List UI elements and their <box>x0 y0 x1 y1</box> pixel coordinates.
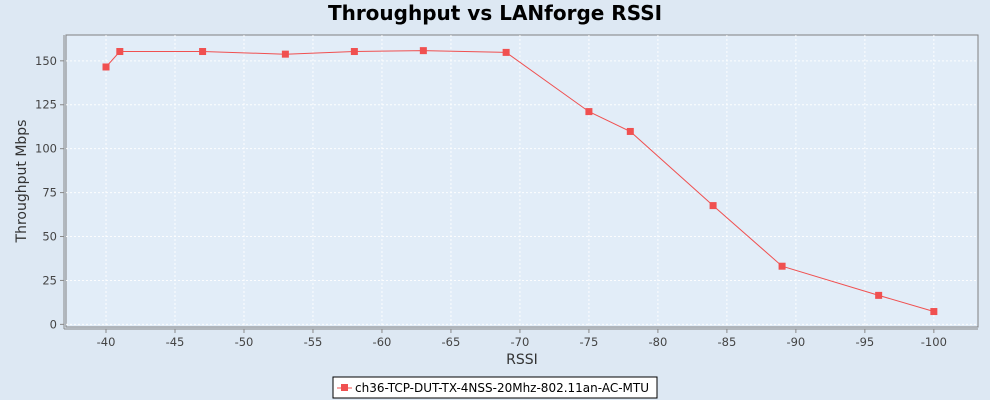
data-point <box>419 47 427 55</box>
legend-box <box>332 376 658 399</box>
x-tick-label: -75 <box>580 335 599 349</box>
y-tick-label: 125 <box>35 98 57 112</box>
data-point <box>930 308 938 316</box>
x-tick-label: -50 <box>235 335 254 349</box>
x-tick-label: -85 <box>717 335 736 349</box>
x-axis-title: RSSI <box>506 352 538 368</box>
x-tick-label: -70 <box>511 335 530 349</box>
legend: ch36-TCP-DUT-TX-4NSS-20Mhz-802.11an-AC-M… <box>332 376 658 399</box>
legend-label: ch36-TCP-DUT-TX-4NSS-20Mhz-802.11an-AC-M… <box>355 381 649 395</box>
data-point <box>709 202 717 210</box>
x-axis-ticks: -40 -45 -50 -55 -60 -65 -70 -75 -80 -85 -90 -95 -100 <box>97 329 947 349</box>
y-tick-label: 150 <box>35 54 57 68</box>
y-axis-title: Throughput Mbps <box>14 120 30 244</box>
x-tick-label: -80 <box>649 335 668 349</box>
data-point <box>102 63 110 71</box>
x-tick-label: -90 <box>786 335 805 349</box>
data-point <box>281 50 289 58</box>
x-tick-label: -45 <box>166 335 185 349</box>
data-point <box>199 48 207 56</box>
x-tick-label: -55 <box>304 335 323 349</box>
y-tick-label: 50 <box>42 230 57 244</box>
data-point <box>502 48 510 56</box>
data-point <box>778 262 786 270</box>
x-tick-label: -100 <box>921 335 947 349</box>
data-point <box>585 108 593 116</box>
grid-lines <box>66 35 978 327</box>
data-point <box>116 48 124 56</box>
legend-marker <box>341 384 348 391</box>
data-point <box>626 127 634 135</box>
y-tick-label: 25 <box>42 273 57 287</box>
x-tick-label: -60 <box>373 335 392 349</box>
plot-area <box>65 34 979 328</box>
x-tick-label: -65 <box>442 335 461 349</box>
y-axis-ticks: 0 25 50 75 100 125 150 <box>35 54 64 331</box>
data-point <box>875 291 883 299</box>
y-tick-label: 100 <box>35 142 57 156</box>
y-tick-label: 0 <box>50 317 57 331</box>
series-group <box>102 47 938 316</box>
chart-title: Throughput vs LANforge RSSI <box>328 1 662 25</box>
y-tick-label: 75 <box>42 186 57 200</box>
x-tick-label: -95 <box>855 335 874 349</box>
data-point <box>350 48 358 56</box>
x-tick-label: -40 <box>97 335 116 349</box>
